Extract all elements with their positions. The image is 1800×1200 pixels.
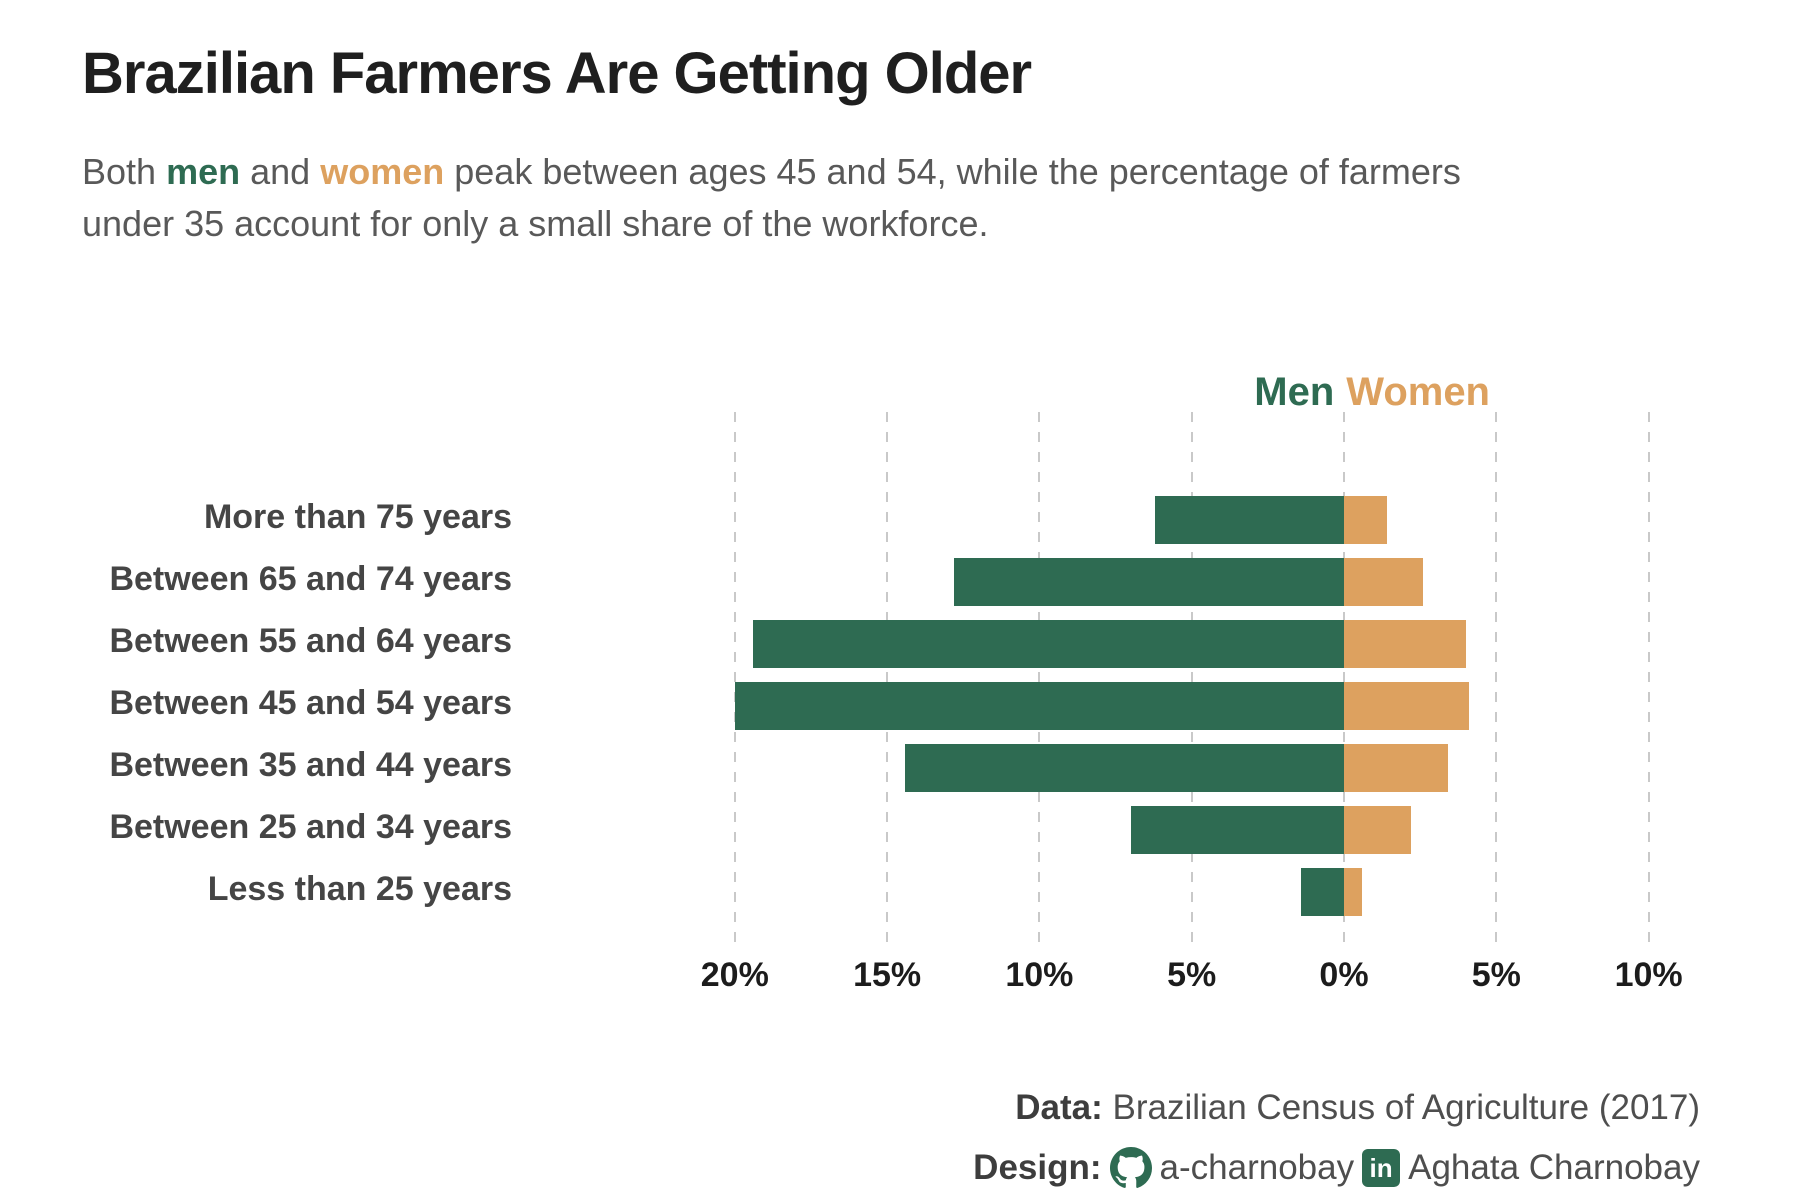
- bar-women: [1344, 806, 1411, 854]
- gridline: [733, 412, 736, 950]
- bar-men: [734, 682, 1344, 730]
- category-label: More than 75 years: [203, 498, 512, 536]
- design-credit-line: Design: a-charnobay in Aghata Charnobay: [973, 1138, 1700, 1198]
- x-tick-label: 10%: [1005, 956, 1074, 994]
- gridline: [1495, 412, 1498, 950]
- bar-women: [1344, 868, 1363, 916]
- x-tick-label: 20%: [700, 956, 769, 994]
- subtitle-text: Both: [82, 151, 157, 192]
- bar-men: [753, 620, 1344, 668]
- legend-women-label: Women: [1346, 370, 1490, 414]
- bar-men: [905, 744, 1344, 792]
- bar-women: [1344, 744, 1448, 792]
- linkedin-icon: in: [1362, 1149, 1401, 1187]
- github-icon: [1109, 1147, 1152, 1189]
- gridline: [1190, 412, 1193, 950]
- category-label: Between 45 and 54 years: [109, 684, 512, 722]
- gridline: [1647, 412, 1650, 950]
- chart-subtitle: Both men and women peak between ages 45 …: [82, 146, 1461, 250]
- footer-credits: Data: Brazilian Census of Agriculture (2…: [973, 1078, 1700, 1198]
- gridline: [1038, 412, 1041, 950]
- x-tick-label: 5%: [1167, 956, 1217, 994]
- design-label: Design:: [973, 1148, 1102, 1187]
- x-tick-label: 10%: [1614, 956, 1683, 994]
- category-label: Less than 25 years: [207, 870, 512, 908]
- data-source-line: Data: Brazilian Census of Agriculture (2…: [973, 1078, 1700, 1138]
- bar-women: [1344, 496, 1387, 544]
- subtitle-women-highlight: women: [320, 151, 445, 192]
- bar-women: [1344, 558, 1424, 606]
- category-label: Between 55 and 64 years: [109, 622, 512, 660]
- gridline: [886, 412, 889, 950]
- category-label: Between 25 and 34 years: [109, 808, 512, 846]
- bar-men: [1301, 868, 1344, 916]
- subtitle-text: and: [250, 151, 311, 192]
- bar-men: [954, 558, 1344, 606]
- bar-women: [1344, 682, 1469, 730]
- subtitle-text: peak between ages 45 and 54, while the p…: [454, 151, 1461, 192]
- gridline: [1343, 412, 1345, 950]
- github-username: a-charnobay: [1159, 1148, 1355, 1187]
- x-tick-label: 5%: [1471, 956, 1521, 994]
- data-source-text: Brazilian Census of Agriculture (2017): [1112, 1088, 1700, 1127]
- subtitle-line1: Both men and women peak between ages 45 …: [82, 151, 1461, 192]
- category-label: Between 65 and 74 years: [109, 560, 512, 598]
- bar-men: [1130, 806, 1344, 854]
- x-tick-label: 15%: [853, 956, 922, 994]
- legend-men-label: Men: [1254, 370, 1335, 414]
- category-label: Between 35 and 44 years: [109, 746, 512, 784]
- subtitle-line2: under 35 account for only a small share …: [82, 203, 989, 244]
- designer-name: Aghata Charnobay: [1408, 1148, 1700, 1187]
- subtitle-men-highlight: men: [166, 151, 241, 192]
- page-title: Brazilian Farmers Are Getting Older: [82, 41, 1032, 106]
- chart-legend: Men Women: [1254, 370, 1490, 415]
- bar-women: [1344, 620, 1466, 668]
- data-source-label: Data:: [1015, 1088, 1103, 1127]
- x-tick-label: 0%: [1319, 956, 1369, 994]
- bar-men: [1155, 496, 1344, 544]
